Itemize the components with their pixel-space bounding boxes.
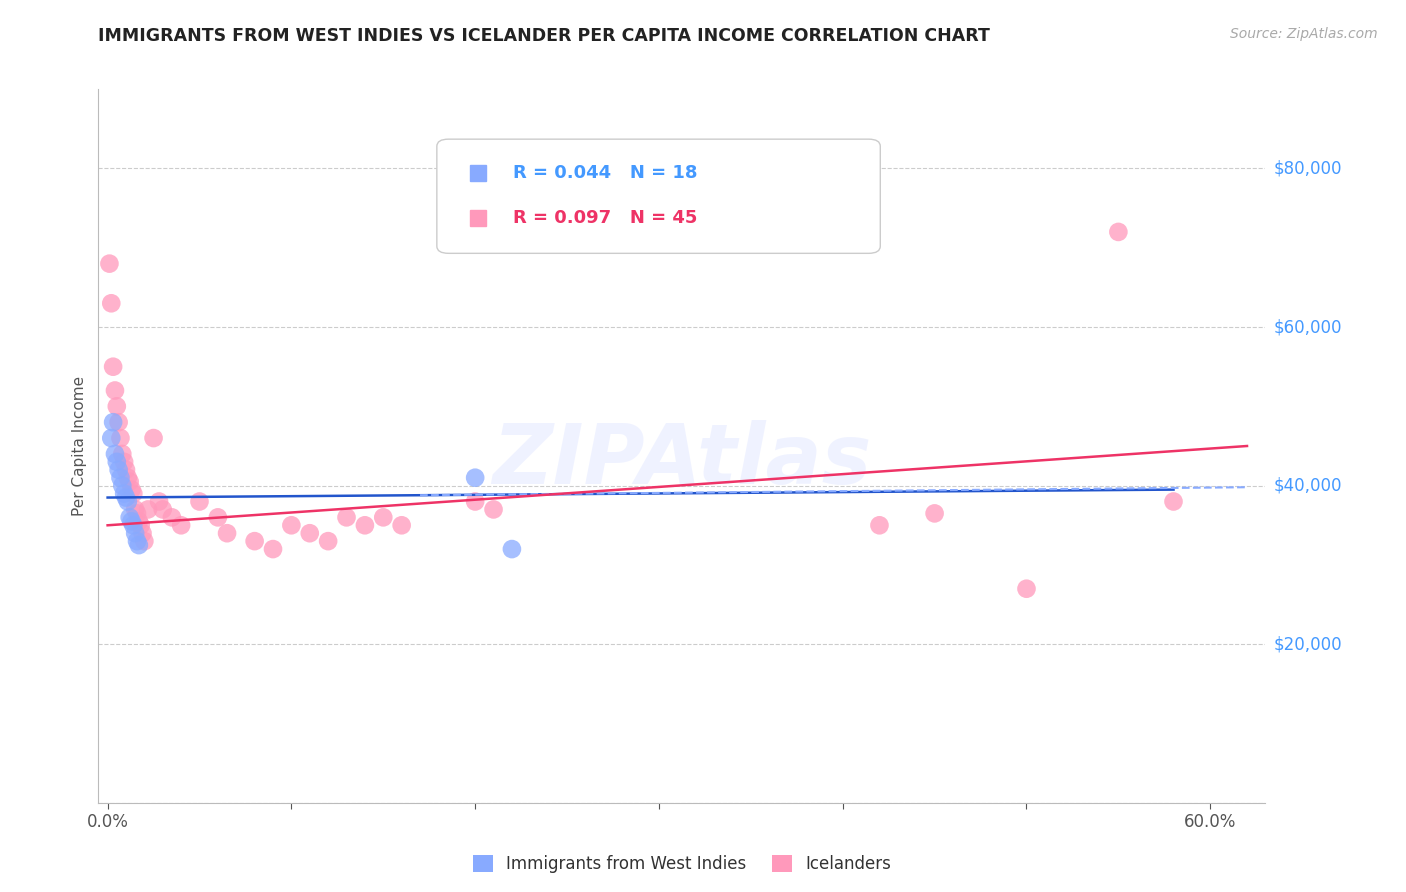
Point [869,518,891,533]
Point [104,384,127,398]
Point [924,507,946,521]
Legend: Immigrants from West Indies, Icelanders: Immigrants from West Indies, Icelanders [467,848,897,880]
Point [124,526,146,541]
Point [107,415,129,429]
Text: $40,000: $40,000 [1274,476,1343,495]
FancyBboxPatch shape [437,139,880,253]
Point [152,502,174,516]
Point [110,431,132,445]
Text: R = 0.097   N = 45: R = 0.097 N = 45 [513,209,697,227]
Point [188,494,211,508]
Point [128,538,150,552]
Point [100,431,122,445]
Point [101,415,124,429]
Point [121,483,143,497]
Point [129,518,152,533]
Point [118,475,141,489]
Text: R = 0.044   N = 18: R = 0.044 N = 18 [513,164,697,182]
Point [280,518,302,533]
Point [207,510,229,524]
Point [215,526,238,541]
Point [125,507,148,521]
Text: Source: ZipAtlas.com: Source: ZipAtlas.com [1230,27,1378,41]
Point [125,534,148,549]
Text: $80,000: $80,000 [1274,160,1343,178]
Point [160,510,183,524]
Point [136,502,159,516]
Point [148,494,170,508]
Point [112,455,135,469]
Point [298,526,321,541]
Point [107,463,129,477]
Point [117,494,139,508]
Point [464,494,486,508]
Point [316,534,339,549]
Point [115,491,138,505]
Point [1107,225,1129,239]
Point [122,486,145,500]
Point [117,471,139,485]
Point [124,502,146,516]
Point [128,514,150,528]
Text: ZIPAtlas: ZIPAtlas [492,420,872,500]
Point [122,518,145,533]
Point [501,542,523,557]
Point [111,447,134,461]
Point [105,400,128,414]
Point [464,471,486,485]
Point [98,257,121,271]
Point [105,455,128,469]
Point [100,296,122,310]
Point [170,518,193,533]
Point [373,510,395,524]
Point [243,534,266,549]
Text: $60,000: $60,000 [1274,318,1343,336]
Y-axis label: Per Capita Income: Per Capita Income [72,376,87,516]
Point [110,471,132,485]
Point [1015,582,1038,596]
Point [262,542,284,557]
Point [104,447,127,461]
Point [354,518,377,533]
Point [482,502,505,516]
Point [142,431,165,445]
Point [1163,494,1185,508]
Point [391,518,413,533]
Text: $20,000: $20,000 [1274,635,1343,653]
Point [101,359,124,374]
Point [134,534,156,549]
Point [118,510,141,524]
Point [112,486,135,500]
Point [131,526,153,541]
Text: IMMIGRANTS FROM WEST INDIES VS ICELANDER PER CAPITA INCOME CORRELATION CHART: IMMIGRANTS FROM WEST INDIES VS ICELANDER… [98,27,990,45]
Point [111,478,134,492]
Point [121,514,143,528]
Point [335,510,357,524]
Point [115,463,138,477]
